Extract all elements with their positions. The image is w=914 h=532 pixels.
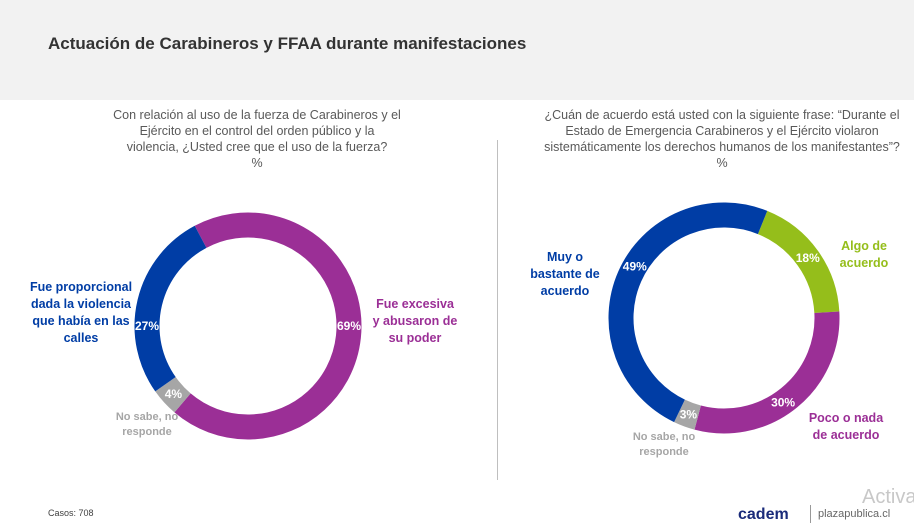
donut-0-value-label-2: 27% — [135, 319, 159, 333]
donut-1-value-label-3: 49% — [623, 260, 647, 274]
right-label-algo: Algo de acuerdo — [839, 239, 889, 270]
right-label-nsnr: No sabe, no responde — [632, 431, 696, 458]
donut-0-value-label-1: 4% — [165, 387, 183, 401]
donut-1-slice-1 — [694, 311, 840, 434]
donut-0-slice-0 — [174, 212, 362, 440]
donut-1-slice-0 — [757, 210, 840, 314]
donut-1-value-label-1: 30% — [771, 395, 795, 409]
right-label-poco: Poco o nada de acuerdo — [808, 411, 884, 442]
divider — [497, 140, 498, 480]
left-label-proporcional: Fue proporcional dada la violencia que h… — [29, 280, 133, 345]
footer-separator — [810, 505, 811, 523]
page-title: Actuación de Carabineros y FFAA durante … — [48, 34, 527, 53]
donut-1-value-label-0: 18% — [796, 251, 820, 265]
right-label-muy: Muy o bastante de acuerdo — [530, 250, 600, 298]
activation-watermark: Activa — [862, 486, 914, 508]
donut-0-slice-1 — [155, 376, 191, 413]
right-question: ¿Cuán de acuerdo está usted con la sigui… — [544, 108, 900, 170]
donut-0-slice-2 — [134, 225, 207, 392]
donut-1-slice-2 — [674, 399, 702, 430]
left-label-excesiva: Fue excesiva y abusaron de su poder — [372, 297, 458, 345]
casos-note: Casos: 708 — [48, 508, 94, 518]
donut-1-slice-3 — [608, 202, 768, 423]
donut-1-value-label-2: 3% — [680, 408, 698, 422]
cadem-logo: cadem — [738, 506, 789, 523]
donut-0-value-label-0: 69% — [337, 319, 361, 333]
left-label-nsnr: No sabe, no responde — [115, 411, 179, 438]
left-question: Con relación al uso de la fuerza de Cara… — [113, 108, 401, 170]
site-link[interactable]: plazapublica.cl — [818, 508, 891, 520]
header-band — [0, 0, 914, 100]
